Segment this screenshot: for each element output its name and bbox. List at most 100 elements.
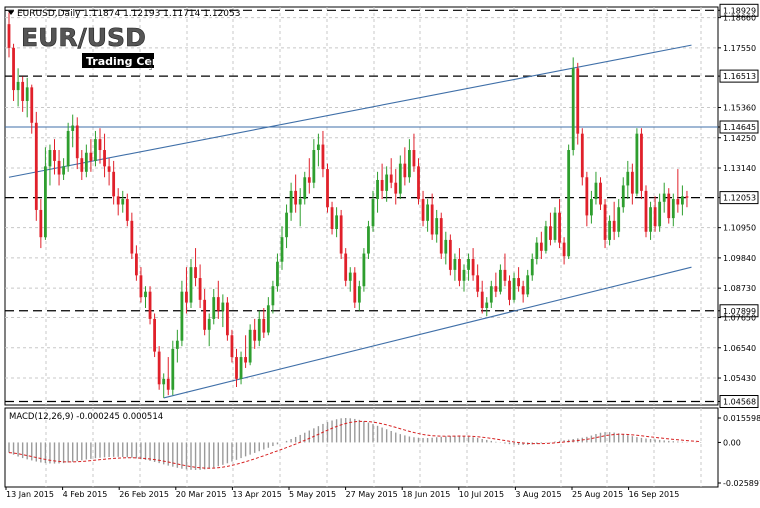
- candle: [353, 267, 357, 309]
- candle-body: [180, 291, 184, 341]
- candle-body: [644, 190, 648, 232]
- candle-body: [194, 267, 197, 279]
- candle: [608, 215, 611, 246]
- candle: [216, 280, 220, 319]
- candle: [653, 196, 657, 232]
- candle-body: [162, 378, 166, 385]
- candle: [189, 258, 193, 309]
- macd-tick-label: 0.015598: [723, 414, 760, 423]
- price-level-label: 1.12053: [723, 194, 756, 203]
- logo-brand-box: [82, 53, 154, 68]
- candle: [34, 111, 38, 221]
- candle-body: [317, 144, 320, 151]
- candle: [285, 204, 288, 249]
- candle-body: [212, 297, 216, 319]
- candle: [508, 275, 511, 306]
- candle: [567, 144, 571, 259]
- date-axis: 13 Jan 2015 4 Feb 2015 26 Feb 2015 20 Mar 2…: [5, 487, 679, 499]
- date-tick-label: 18 Jun 2015: [402, 490, 450, 499]
- candle-body: [630, 171, 634, 194]
- candle: [517, 267, 520, 292]
- candle: [280, 226, 284, 270]
- candle-body: [439, 218, 443, 254]
- candle: [617, 199, 621, 238]
- candle: [48, 144, 52, 186]
- candle-body: [599, 182, 602, 205]
- candle-body: [39, 209, 43, 238]
- candle-body: [685, 196, 689, 198]
- candle: [266, 297, 270, 336]
- candle-body: [448, 239, 452, 270]
- candlesticks: [7, 12, 689, 398]
- candle: [207, 313, 211, 347]
- price-tick-label: 1.15360: [723, 104, 756, 113]
- candle: [39, 199, 43, 249]
- candle-body: [626, 171, 630, 186]
- candle: [66, 122, 70, 172]
- candle: [398, 155, 402, 200]
- candle-body: [380, 179, 384, 191]
- candle-body: [640, 133, 643, 191]
- candle: [590, 190, 593, 224]
- candle: [16, 68, 20, 107]
- candle-body: [34, 122, 38, 210]
- candle-body: [16, 81, 20, 91]
- candle: [312, 139, 316, 189]
- candle-body: [244, 357, 247, 363]
- ohlc-values: 1.11874 1.12193 1.11714 1.12053: [83, 9, 240, 19]
- candle-body: [66, 130, 70, 167]
- price-level-badge: [719, 120, 759, 134]
- candle-body: [362, 253, 366, 287]
- candle-body: [12, 47, 15, 91]
- candle-body: [357, 286, 361, 303]
- candle-body: [521, 286, 525, 295]
- price-tick-label: 1.17550: [723, 44, 756, 53]
- candle: [685, 190, 689, 208]
- candle-body: [494, 286, 498, 292]
- candle-body: [175, 340, 179, 349]
- candle: [103, 133, 106, 178]
- candle: [7, 12, 11, 58]
- candle: [303, 171, 307, 205]
- date-tick-label: 4 Feb 2015: [63, 490, 108, 499]
- candle-body: [144, 291, 147, 298]
- candle-body: [608, 220, 611, 240]
- candle: [408, 139, 411, 183]
- collapse-arrow-icon[interactable]: [8, 11, 14, 15]
- candle-body: [435, 218, 439, 235]
- candle-body: [617, 207, 621, 232]
- candle-body: [53, 150, 56, 161]
- candle-body: [62, 166, 65, 175]
- candle-body: [94, 139, 97, 161]
- price-level-badge: [719, 3, 759, 17]
- candle: [544, 220, 548, 254]
- candle-body: [21, 81, 25, 101]
- price-tick-label: 1.07650: [723, 314, 756, 323]
- candle: [394, 169, 398, 205]
- candle: [294, 174, 298, 213]
- candle-body: [635, 133, 639, 194]
- candle-body: [235, 357, 238, 379]
- candle: [521, 280, 525, 303]
- candle-body: [453, 258, 457, 270]
- candle: [539, 231, 543, 259]
- candle: [348, 267, 352, 292]
- candle-body: [266, 305, 270, 333]
- candle: [180, 280, 184, 347]
- candle: [421, 190, 425, 227]
- candle-body: [571, 68, 575, 151]
- candle: [75, 117, 79, 170]
- date-tick-label: 3 Aug 2015: [515, 490, 561, 499]
- candle-body: [257, 318, 261, 341]
- candle: [644, 185, 648, 238]
- candle: [649, 201, 652, 240]
- candle: [385, 166, 389, 202]
- candle: [53, 139, 56, 175]
- candle-body: [462, 269, 466, 281]
- price-tick-label: 1.08730: [723, 284, 756, 293]
- candle-body: [348, 272, 352, 281]
- candle: [630, 163, 634, 205]
- candle-body: [339, 215, 343, 254]
- candle: [585, 171, 589, 227]
